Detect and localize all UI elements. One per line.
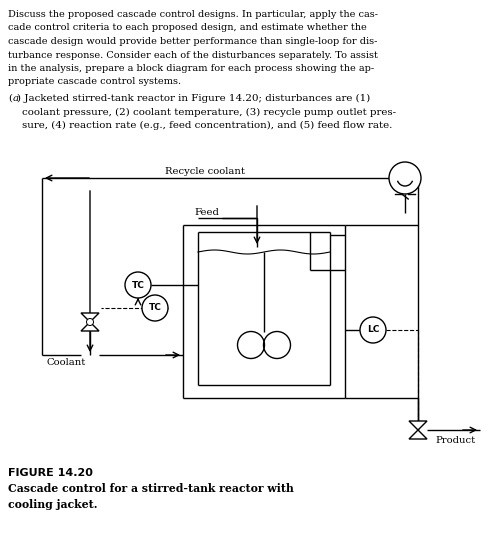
Polygon shape [409, 430, 427, 439]
Text: (: ( [8, 94, 12, 103]
Polygon shape [81, 313, 99, 322]
Text: Discuss the proposed cascade control designs. In particular, apply the cas-: Discuss the proposed cascade control des… [8, 10, 378, 19]
Text: a: a [13, 94, 19, 103]
Text: cade control criteria to each proposed design, and estimate whether the: cade control criteria to each proposed d… [8, 24, 367, 33]
Text: FIGURE 14.20: FIGURE 14.20 [8, 468, 93, 478]
Text: sure, (4) reaction rate (e.g., feed concentration), and (5) feed flow rate.: sure, (4) reaction rate (e.g., feed conc… [22, 121, 392, 130]
Text: Cascade control for a stirred-tank reactor with
cooling jacket.: Cascade control for a stirred-tank react… [8, 483, 294, 510]
Text: coolant pressure, (2) coolant temperature, (3) recycle pump outlet pres-: coolant pressure, (2) coolant temperatur… [22, 107, 396, 117]
Text: LC: LC [367, 325, 379, 335]
Circle shape [87, 318, 94, 325]
Circle shape [125, 272, 151, 298]
Text: Recycle coolant: Recycle coolant [165, 167, 245, 176]
Text: Feed: Feed [194, 208, 219, 217]
Text: cascade design would provide better performance than single‐loop for dis-: cascade design would provide better perf… [8, 37, 377, 46]
Circle shape [360, 317, 386, 343]
Circle shape [389, 162, 421, 194]
Text: propriate cascade control systems.: propriate cascade control systems. [8, 77, 181, 86]
Polygon shape [81, 322, 99, 331]
Text: Product: Product [435, 436, 475, 445]
Text: turbance response. Consider each of the disturbances separately. To assist: turbance response. Consider each of the … [8, 50, 378, 60]
Circle shape [142, 295, 168, 321]
Text: ) Jacketed stirred-tank reactor in Figure 14.20; disturbances are (1): ) Jacketed stirred-tank reactor in Figur… [17, 94, 370, 103]
Text: Coolant: Coolant [47, 358, 86, 367]
Text: TC: TC [148, 303, 161, 313]
Polygon shape [409, 421, 427, 430]
Text: in the analysis, prepare a block diagram for each process showing the ap-: in the analysis, prepare a block diagram… [8, 64, 374, 73]
Text: TC: TC [132, 280, 144, 289]
